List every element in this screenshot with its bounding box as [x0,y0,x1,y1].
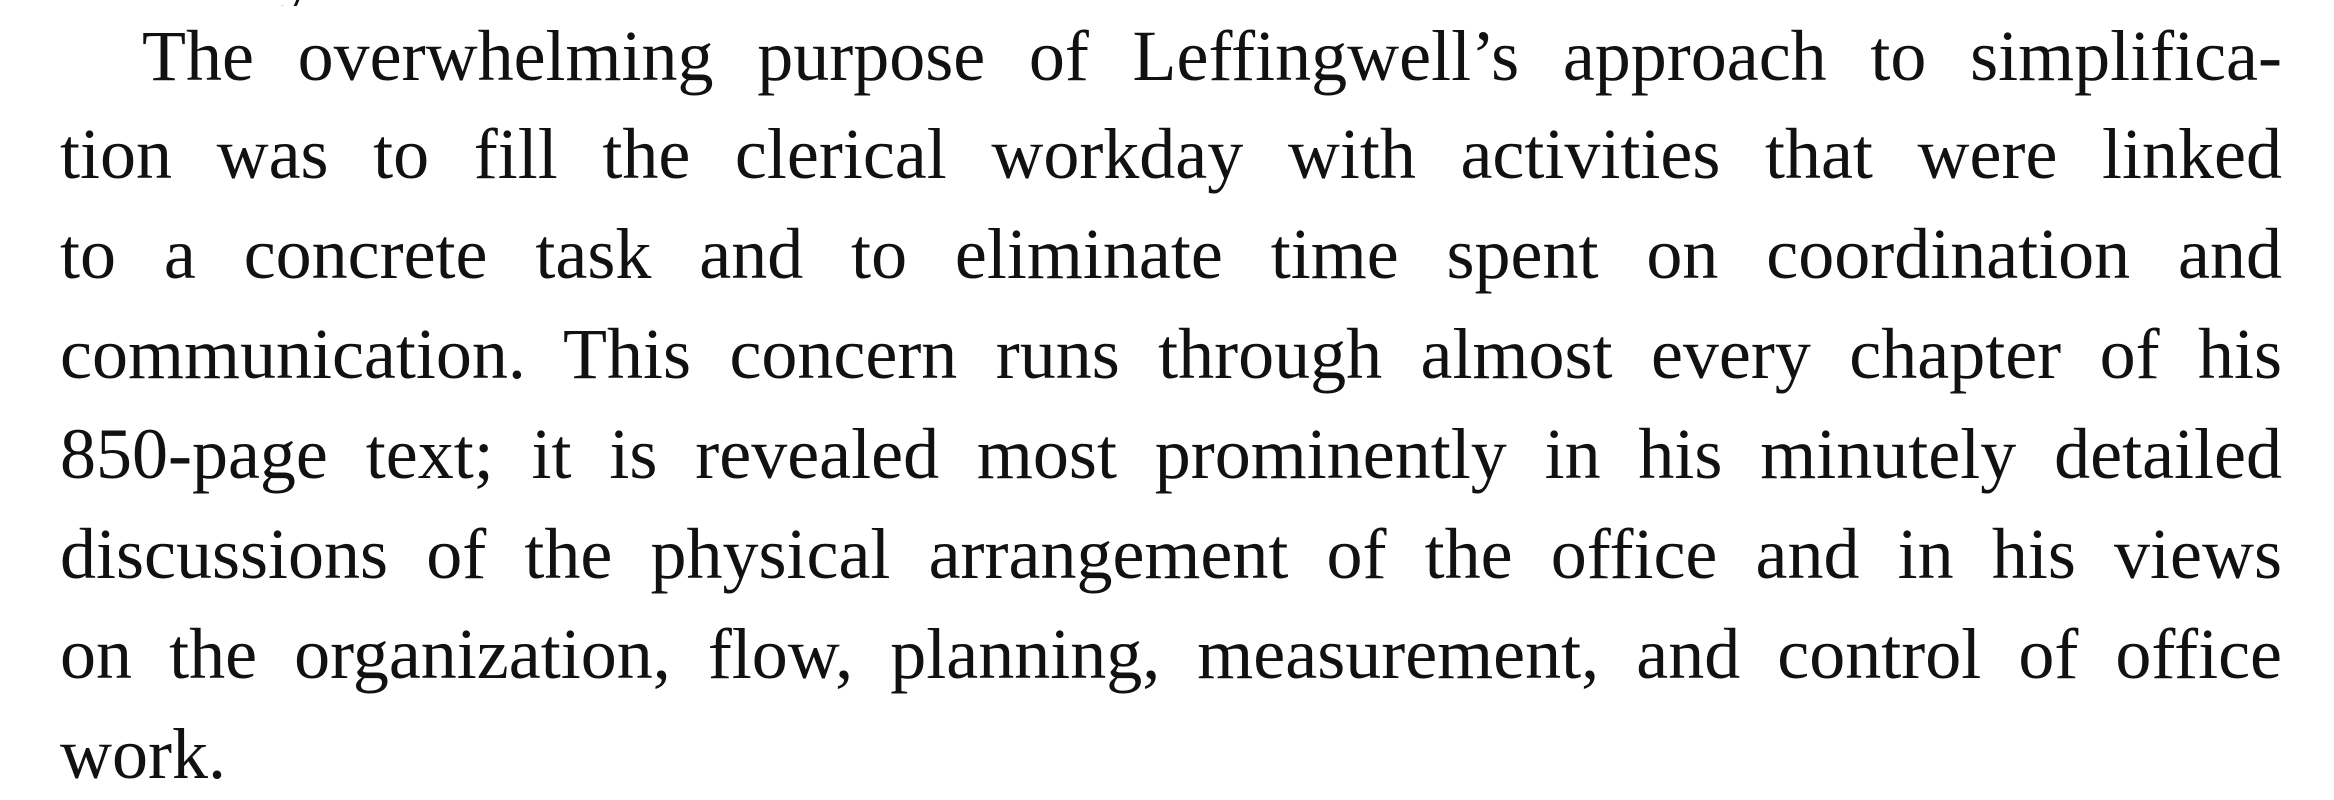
paragraph-line-6: discussions of the physical arrangement … [60,514,2282,594]
paragraph-line-3: to a concrete task and to eliminate time… [60,214,2282,294]
previous-line-fragment: y [280,0,440,6]
paragraph-line-1: The overwhelming purpose of Leffingwell’… [142,16,2282,96]
paragraph-line-5: 850-page text; it is revealed most promi… [60,414,2282,494]
fragment-text: y [280,0,316,6]
paragraph-line-7: on the organization, flow, planning, mea… [60,614,2282,694]
paragraph-line-2: tion was to fill the clerical workday wi… [60,114,2282,194]
paragraph-line-8: work. [60,714,226,794]
paragraph-line-4: communication. This concern runs through… [60,314,2282,394]
